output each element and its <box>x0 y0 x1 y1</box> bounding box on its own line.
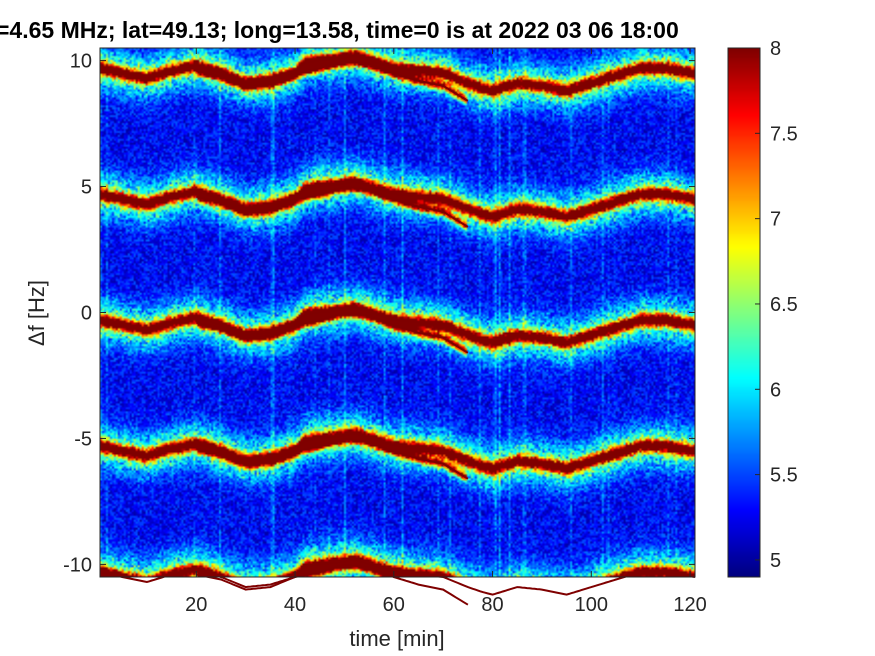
trace-line <box>99 432 696 470</box>
trace-line <box>99 54 696 92</box>
y-tick-label: -10 <box>63 554 92 576</box>
colorbar-tick-label: 5 <box>770 550 781 572</box>
colorbar-gradient <box>728 48 760 577</box>
trace-line <box>99 306 696 344</box>
colorbar-tick-label: 7 <box>770 209 781 231</box>
x-tick-label: 60 <box>383 594 405 616</box>
y-tick-label: 10 <box>70 51 92 73</box>
trace-layer <box>99 54 696 606</box>
trace-line <box>196 311 469 354</box>
x-tick-label: 20 <box>185 594 207 616</box>
colorbar: 8 7.5 7 6.5 6 5.5 5 <box>727 38 798 578</box>
colorbar-tick-label: 8 <box>770 38 781 60</box>
y-tick-label: -5 <box>74 428 92 450</box>
colorbar-frame <box>727 47 761 578</box>
y-axis: 10 5 0 -5 -10 <box>63 51 695 576</box>
x-tick-label: 120 <box>673 594 706 616</box>
x-tick-label: 80 <box>481 594 503 616</box>
chart-title: =4.65 MHz; lat=49.13; long=13.58, time=0… <box>0 17 679 43</box>
trace-line <box>99 558 696 596</box>
trace-line <box>196 185 469 228</box>
y-axis-label: Δf [Hz] <box>24 280 49 346</box>
colorbar-tick-label: 6.5 <box>770 294 798 316</box>
colorbar-tick-label: 5.5 <box>770 465 798 487</box>
colorbar-tick-label: 7.5 <box>770 123 798 145</box>
colorbar-ticks: 8 7.5 7 6.5 6 5.5 5 <box>755 38 798 572</box>
trace-line <box>196 59 469 102</box>
x-axis: 20 40 60 80 100 120 <box>185 48 707 616</box>
trace-line <box>196 437 469 480</box>
y-tick-label: 0 <box>81 303 92 325</box>
plot-area <box>99 47 696 606</box>
colorbar-tick-label: 6 <box>770 379 781 401</box>
trace-line <box>99 180 696 218</box>
x-tick-label: 40 <box>284 594 306 616</box>
trace-line <box>196 563 469 606</box>
x-axis-label: time [min] <box>349 626 444 651</box>
x-tick-label: 100 <box>575 594 608 616</box>
spectrogram-image <box>100 48 695 577</box>
y-tick-label: 5 <box>81 177 92 199</box>
